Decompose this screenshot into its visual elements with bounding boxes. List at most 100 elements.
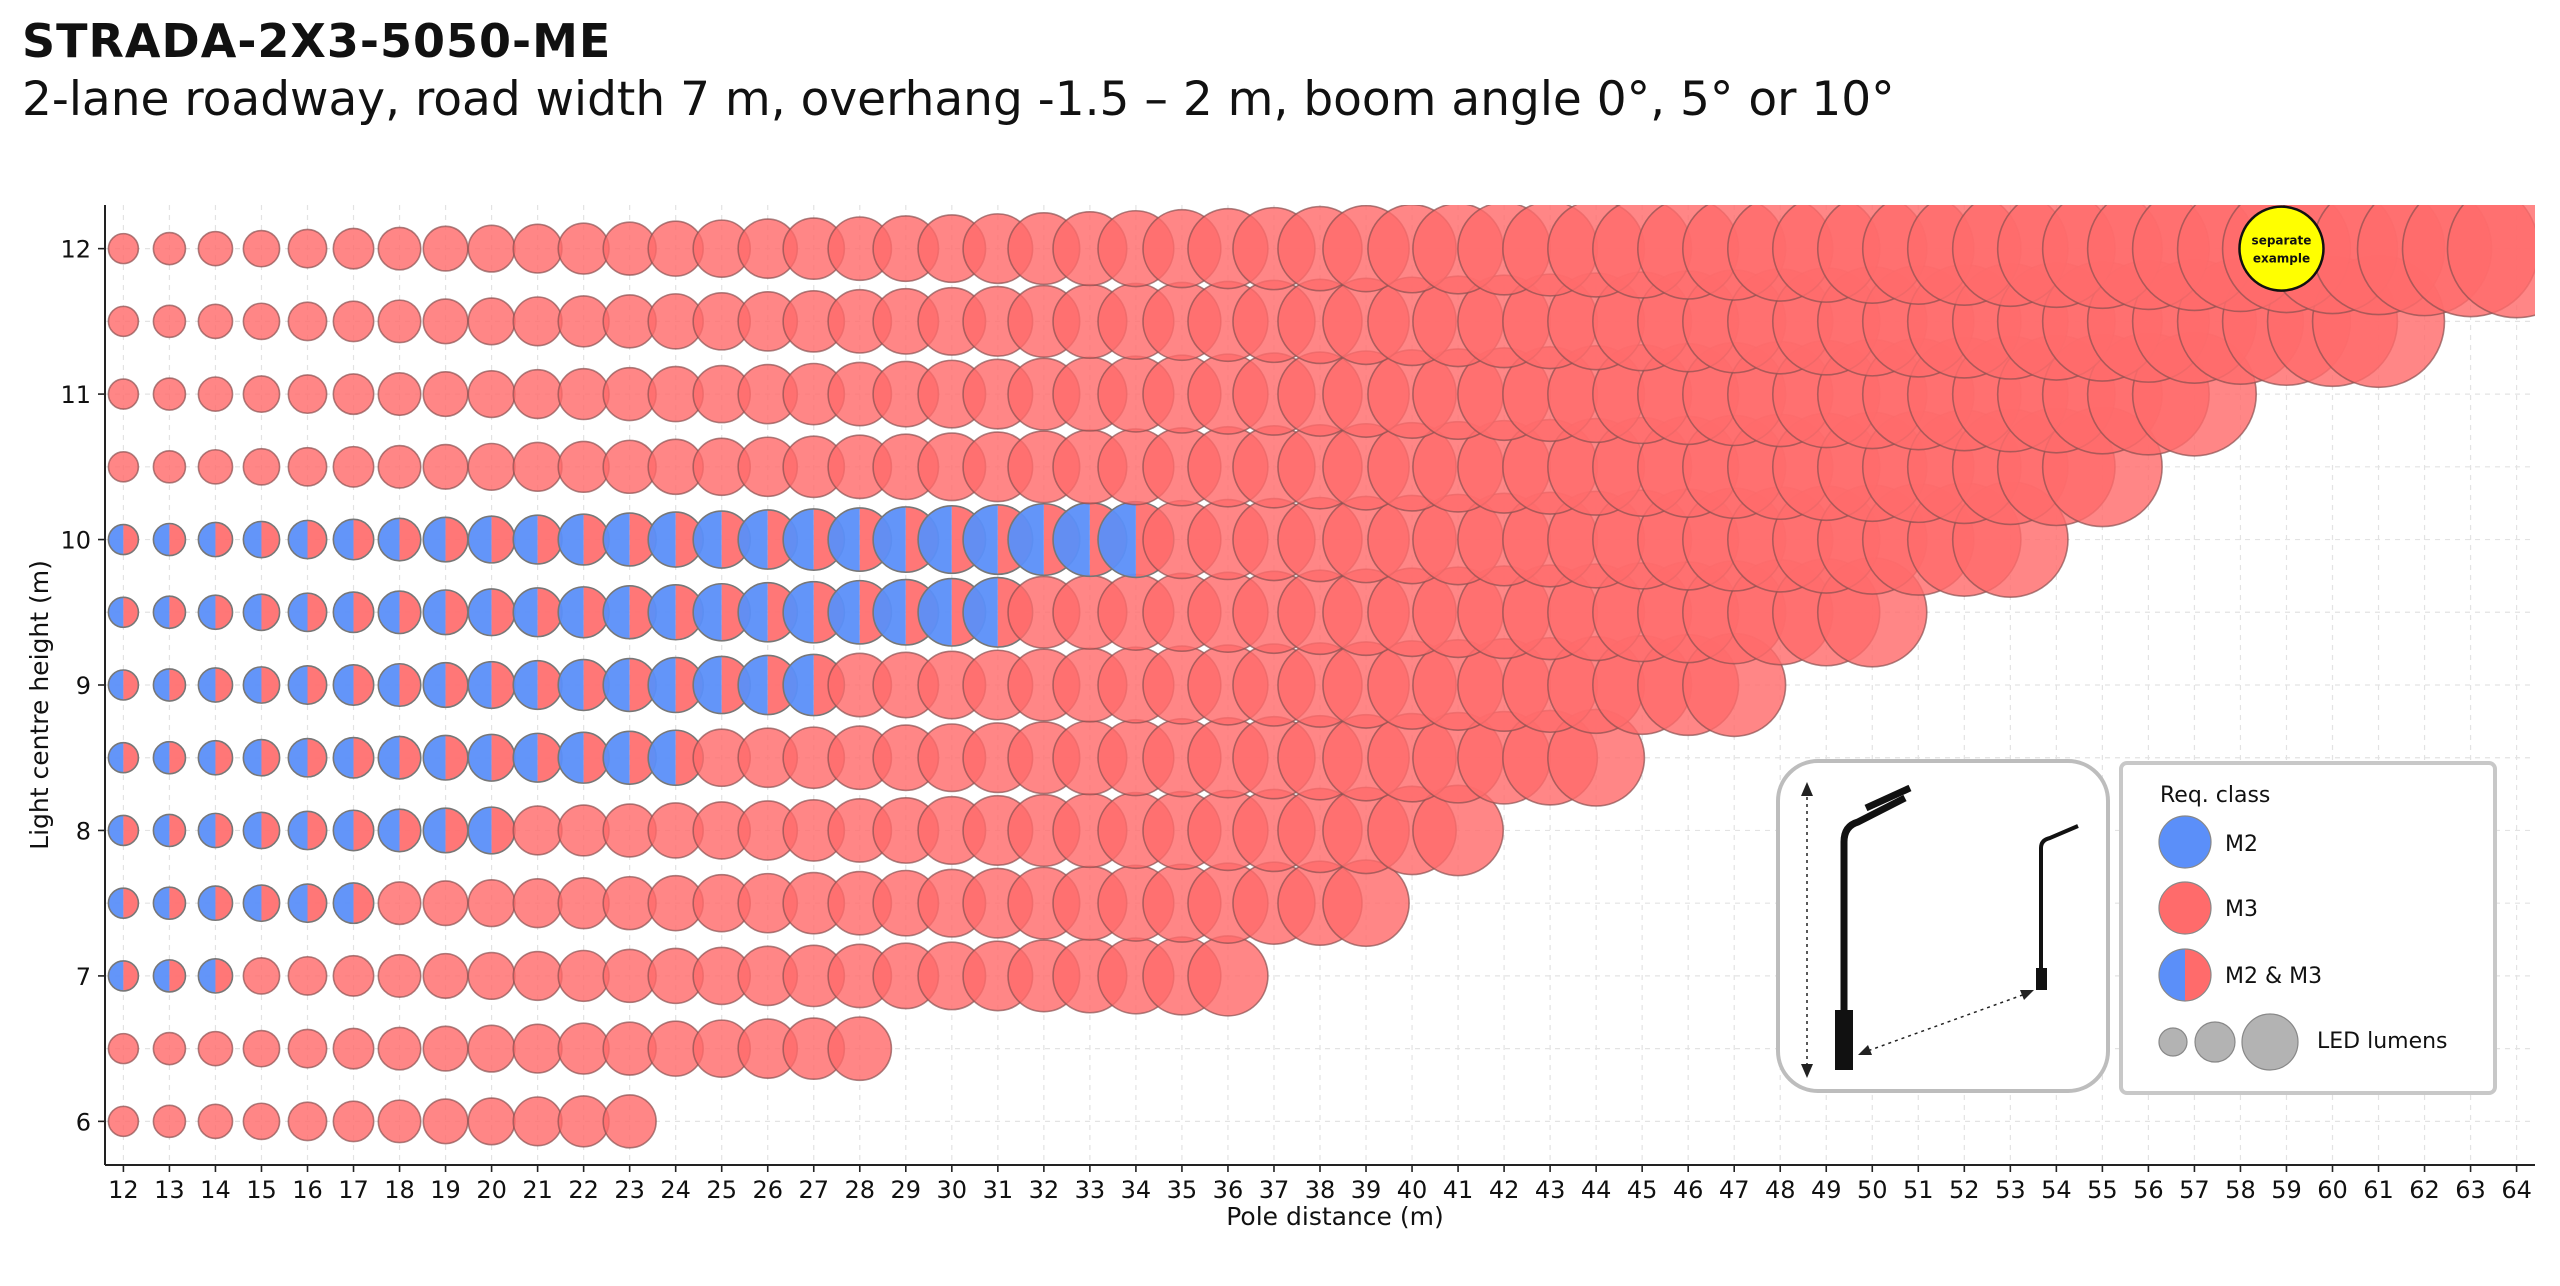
bubble-half-m2 <box>153 523 170 556</box>
x-tick-label: 60 <box>2317 1176 2348 1204</box>
bubble-half-m2 <box>198 667 216 703</box>
bubble-half-m2 <box>1098 501 1136 578</box>
bubble-half-m2 <box>558 514 584 565</box>
bubble-half-m2 <box>333 882 354 924</box>
bubble-m3 <box>332 300 375 343</box>
bubble-m3 <box>557 804 610 857</box>
x-tick-label: 56 <box>2133 1176 2164 1204</box>
x-tick-label: 18 <box>384 1176 415 1204</box>
bubble-half-m2 <box>558 659 584 711</box>
bubble-half-m2 <box>963 504 998 575</box>
x-tick-label: 25 <box>706 1176 737 1204</box>
bubble-half-m3 <box>353 519 374 560</box>
x-tick-label: 41 <box>1443 1176 1474 1204</box>
bubble-m2-m3 <box>557 513 610 566</box>
bubble-m3 <box>377 1099 422 1144</box>
bubble-half-m2 <box>108 524 124 555</box>
bubble-outline <box>377 517 422 562</box>
x-tick-label: 22 <box>568 1176 599 1204</box>
y-tick-label: 7 <box>76 963 91 991</box>
legend-item-m3: M3 <box>2158 881 2258 935</box>
bubble-half-m2 <box>738 509 768 570</box>
legend-label: LED lumens <box>2317 1029 2448 1054</box>
x-tick-label: 44 <box>1581 1176 1612 1204</box>
bubble-half-m2 <box>198 595 216 630</box>
bubble-m2-m3 <box>332 518 375 561</box>
arrow-head-left <box>1858 1045 1872 1055</box>
y-tick-label: 12 <box>60 236 91 264</box>
legend-lumens-small <box>2158 1027 2188 1057</box>
legend-item-m2m3: M2 & M3 <box>2158 948 2322 1002</box>
bubble-half-m2 <box>288 738 308 777</box>
bubble-m2-m3 <box>332 591 375 634</box>
bubble-half-m3 <box>307 738 327 777</box>
bubble-m3 <box>152 231 187 266</box>
bubble-half-m3 <box>583 586 610 638</box>
bubble-m3 <box>377 953 422 998</box>
bubble-m3 <box>287 228 328 269</box>
bubble-half-m2 <box>243 666 262 704</box>
bubble-m3 <box>377 444 422 489</box>
bubble-half-m3 <box>399 736 421 779</box>
separate-example-badge <box>2238 205 2325 292</box>
bubble-half-m2 <box>468 516 492 563</box>
badge-text-line1: separate <box>2252 234 2312 248</box>
bubble-half-m2 <box>288 665 308 705</box>
bubble-m2-m3 <box>467 806 516 855</box>
bubble-half-m2 <box>918 578 952 646</box>
bubble-half-m3 <box>261 739 280 776</box>
bubble-m3 <box>557 440 610 494</box>
bubble-half-m3 <box>629 731 657 785</box>
bubble-half-m3 <box>353 810 374 851</box>
legend: Req. class M2 M3 M2 & M3 LED lumens <box>2119 761 2497 1095</box>
bubble-m3 <box>422 1025 469 1072</box>
bubble-m3 <box>467 1097 516 1146</box>
bubble-outline <box>107 814 140 847</box>
bubble-m3 <box>602 1094 657 1149</box>
bubble-half-m3 <box>123 597 139 628</box>
bubble-m3 <box>287 1028 328 1069</box>
bubble-outline <box>332 663 375 706</box>
bubble-m3 <box>827 1016 893 1082</box>
bubble-half-m2 <box>288 884 308 923</box>
bubble-outline <box>197 885 234 922</box>
bubble-half-m2 <box>693 583 722 641</box>
x-tick-label: 31 <box>983 1176 1014 1204</box>
bubble-half-m2 <box>333 737 354 778</box>
y-tick-label: 9 <box>76 672 91 700</box>
bubble-m2-m3 <box>422 807 469 854</box>
bubble-m3 <box>287 446 328 487</box>
badge-text-line2: example <box>2253 252 2310 266</box>
bubble-outline <box>152 959 187 993</box>
bubble-half-m3 <box>537 733 562 783</box>
bubble-half-m2 <box>693 656 722 714</box>
bubble-half-m3 <box>399 663 421 707</box>
legend-swatch-m3-half <box>2185 949 2211 1001</box>
x-tick-label: 35 <box>1167 1176 1198 1204</box>
x-tick-label: 17 <box>338 1176 369 1204</box>
small-pole <box>2039 824 2079 970</box>
chart-title: STRADA-2X3-5050-ME <box>22 14 612 68</box>
bubble-half-m3 <box>445 517 468 562</box>
bubble-m3 <box>197 376 234 412</box>
bubble-half-m2 <box>693 511 722 569</box>
bubble-half-m2 <box>198 886 216 921</box>
bubble-m3 <box>197 230 234 267</box>
inset-frame <box>1776 759 2110 1093</box>
bubble-m3 <box>377 881 422 926</box>
bubble-half-m3 <box>629 585 657 639</box>
bubble-m2-m3 <box>377 662 422 708</box>
bubble-half-m2 <box>963 577 998 648</box>
bubble-m3 <box>377 372 422 417</box>
bubble-outline <box>332 518 375 561</box>
arrow-head-down <box>1801 1064 1813 1078</box>
bubble-m3 <box>197 1030 234 1067</box>
bubble-m2-m3 <box>467 588 516 637</box>
bubble-m3 <box>557 367 610 421</box>
bubble-half-m2 <box>423 735 446 781</box>
bubble-half-m2 <box>288 811 308 850</box>
x-tick-label: 52 <box>1949 1176 1980 1204</box>
bubble-outline <box>287 737 328 778</box>
bubble-outline <box>242 593 281 632</box>
bubble-half-m3 <box>307 665 327 705</box>
